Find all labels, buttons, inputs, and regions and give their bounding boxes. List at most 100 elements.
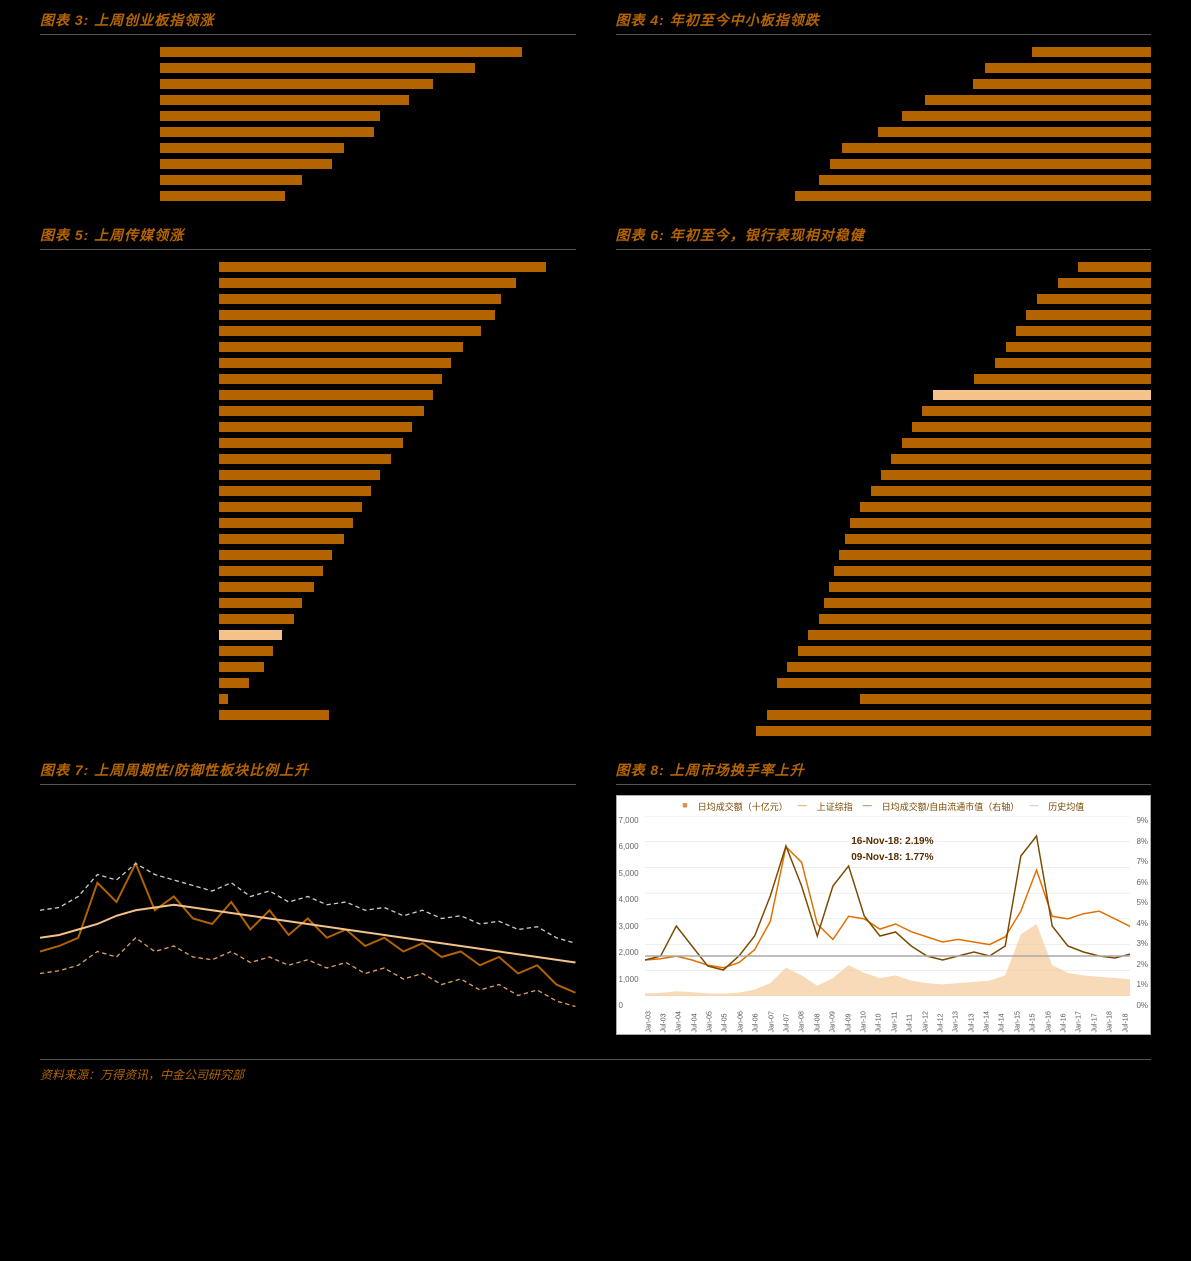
hbar-row: 创业板指 [616, 157, 1152, 171]
hbar-row: 恒生指数 [40, 125, 576, 139]
hbar-row: 家用电器 [616, 484, 1152, 498]
hbar-row: 建筑材料 [616, 372, 1152, 386]
hbar-row: 非银金融 [40, 372, 576, 386]
chart8-panel: 图表 8: 上周市场换手率上升 ■日均成交额（十亿元） —上证综指 —日均成交额… [616, 760, 1152, 1039]
hbar-row: 休闲服务 [40, 612, 576, 626]
hbar-row: 计算机 [40, 276, 576, 290]
chart8-legend-2: 日均成交额/自由流通市值（右轴） [882, 800, 1020, 813]
chart7-title: 图表 7: 上周周期性/防御性板块比例上升 [40, 760, 576, 785]
hbar-row: 纺织服装 [40, 516, 576, 530]
hbar-row: 房地产 [616, 324, 1152, 338]
hbar-row: 国防军工 [40, 324, 576, 338]
chart8-title: 图表 8: 上周市场换手率上升 [616, 760, 1152, 785]
chart4-plot: 恒生指数MSCI中国恒生国企上证综指沪深300中证800深证成指创业板指中证50… [616, 45, 1152, 203]
hbar-row: 中证800 [40, 173, 576, 187]
hbar-row: 深证成指 [40, 189, 576, 203]
chart8-yleft: 7,0006,0005,0004,0003,0002,0001,0000 [619, 816, 639, 1010]
chart7-svg [40, 814, 576, 1034]
chart3-title: 图表 3: 上周创业板指领涨 [40, 10, 576, 35]
chart7-panel: 图表 7: 上周周期性/防御性板块比例上升 周期性 上限 下限 MA [40, 760, 576, 1039]
hbar-row: 建筑装饰 [40, 548, 576, 562]
hbar-row: 轻工制造 [616, 596, 1152, 610]
hbar-row: 家用电器 [40, 660, 576, 674]
hbar-row: 公用事业 [40, 596, 576, 610]
chart5-title: 图表 5: 上周传媒领涨 [40, 225, 576, 250]
chart4-panel: 图表 4: 年初至今中小板指领跌 恒生指数MSCI中国恒生国企上证综指沪深300… [616, 10, 1152, 205]
hbar-row: 沪深300 [40, 109, 576, 123]
hbar-row: 食品饮料 [616, 292, 1152, 306]
hbar-row: 交通运输 [40, 580, 576, 594]
hbar-row: 化工 [616, 532, 1152, 546]
hbar-row: 医药生物 [616, 468, 1152, 482]
hbar-row: 中证500 [616, 692, 1152, 706]
hbar-row: 汽车 [40, 564, 576, 578]
hbar-row: 传媒 [40, 260, 576, 274]
hbar-row: 通信 [616, 580, 1152, 594]
hbar-row: 有色金属 [616, 708, 1152, 722]
chart8-annot2: 09-Nov-18: 1.77% [851, 852, 933, 863]
hbar-row: 商业贸易 [616, 516, 1152, 530]
hbar-row: 恒生国企 [616, 77, 1152, 91]
hbar-row: 化工 [40, 484, 576, 498]
hbar-row: 上证综指 [616, 93, 1152, 107]
hbar-row: 采掘 [616, 340, 1152, 354]
hbar-row: 公用事业 [616, 420, 1152, 434]
hbar-row: 农林牧渔 [40, 340, 576, 354]
chart6-title: 图表 6: 年初至今，银行表现相对稳健 [616, 225, 1152, 250]
chart6-panel: 图表 6: 年初至今，银行表现相对稳健 银行休闲服务食品饮料非银金融房地产采掘钢… [616, 225, 1152, 740]
hbar-row: 轻工制造 [40, 404, 576, 418]
hbar-row: 银行 [616, 260, 1152, 274]
hbar-row: 汽车 [616, 628, 1152, 642]
hbar-row: 房地产 [40, 436, 576, 450]
hbar-row: 商业贸易 [40, 500, 576, 514]
hbar-row: 中小板指 [40, 61, 576, 75]
source-line: 资料来源：万得资讯，中金公司研究部 [40, 1059, 1151, 1083]
hbar-row: 交通运输 [616, 452, 1152, 466]
hbar-row: 银行 [40, 644, 576, 658]
hbar-row: 中小板指 [616, 189, 1152, 203]
hbar-row: 中证500 [40, 157, 576, 171]
hbar-row: MSCI中国 [40, 77, 576, 91]
hbar-row: 电气设备 [616, 676, 1152, 690]
chart8-legend-3: 历史均值 [1048, 800, 1084, 813]
hbar-row: 电气设备 [40, 468, 576, 482]
hbar-row: 电子 [40, 308, 576, 322]
chart8-legend-1: 上证综指 [817, 800, 853, 813]
hbar-row: 上证综指 [40, 141, 576, 155]
hbar-row: 恒生指数 [616, 45, 1152, 59]
hbar-row: 医药生物 [40, 356, 576, 370]
hbar-row: 综合 [40, 452, 576, 466]
hbar-row: 深证成指 [616, 141, 1152, 155]
hbar-row: 建筑装饰 [616, 564, 1152, 578]
chart8-yright: 9%8%7%6%5%4%3%2%1%0% [1136, 816, 1148, 1010]
chart4-title: 图表 4: 年初至今中小板指领跌 [616, 10, 1152, 35]
chart8-annot1: 16-Nov-18: 2.19% [851, 836, 933, 847]
hbar-row: 中证500 [616, 173, 1152, 187]
hbar-row: 钢铁 [40, 676, 576, 690]
hbar-row: 传媒 [616, 644, 1152, 658]
chart5-plot: 传媒计算机通信电子国防军工农林牧渔医药生物非银金融建筑材料轻工制造机械设备房地产… [40, 260, 576, 722]
hbar-row: 计算机 [616, 404, 1152, 418]
chart3-plot: 创业板指中小板指MSCI中国恒生国企沪深300恒生指数上证综指中证500中证80… [40, 45, 576, 203]
hbar-row: 食品饮料 [40, 628, 576, 642]
hbar-row: 采掘 [40, 692, 576, 706]
hbar-row: 非银金融 [616, 308, 1152, 322]
hbar-row: 有色金属 [40, 532, 576, 546]
hbar-row: 建筑材料 [40, 388, 576, 402]
chart6-plot: 银行休闲服务食品饮料非银金融房地产采掘钢铁建筑材料沪深300计算机公用事业农林牧… [616, 260, 1152, 738]
hbar-row: 钢铁 [616, 356, 1152, 370]
chart3-panel: 图表 3: 上周创业板指领涨 创业板指中小板指MSCI中国恒生国企沪深300恒生… [40, 10, 576, 205]
hbar-row: 机械设备 [616, 548, 1152, 562]
hbar-row: MSCI中国 [616, 61, 1152, 75]
hbar-row: 机械设备 [40, 420, 576, 434]
chart8-container: ■日均成交额（十亿元） —上证综指 —日均成交额/自由流通市值（右轴） —历史均… [616, 795, 1152, 1035]
hbar-row: 沪深300 [616, 388, 1152, 402]
hbar-row: 休闲服务 [616, 276, 1152, 290]
hbar-row: 沪深300 [40, 708, 576, 722]
chart8-xticks: Jan-03Jul-03Jan-04Jul-04Jan-05Jul-05Jan-… [645, 1025, 1131, 1032]
chart8-legend-0: 日均成交额（十亿元） [698, 800, 788, 813]
hbar-row: 中证800 [616, 125, 1152, 139]
hbar-row: 电子 [616, 724, 1152, 738]
hbar-row: 国防军工 [616, 500, 1152, 514]
hbar-row: 纺织服装 [616, 612, 1152, 626]
